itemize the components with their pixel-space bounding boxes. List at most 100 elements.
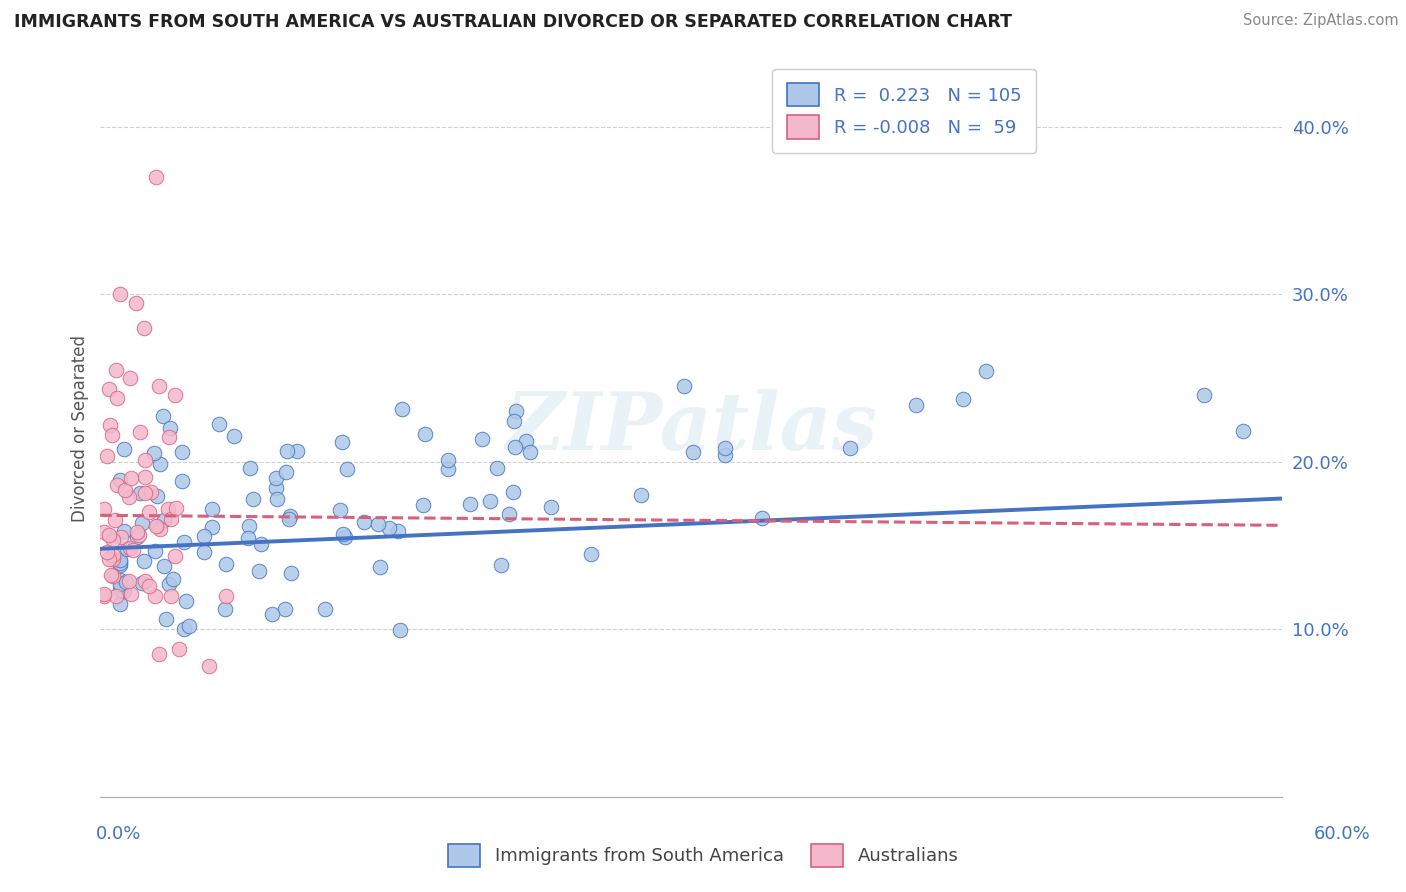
Point (145, 490, 167, 504)
Point (238, 531, 260, 545)
Point (436, 462, 458, 476)
Point (280, 566, 302, 580)
Point (108, 583, 131, 598)
Point (266, 491, 288, 506)
Point (502, 484, 524, 499)
Point (145, 589, 167, 603)
Point (149, 522, 172, 536)
Point (165, 500, 187, 515)
Point (329, 503, 352, 517)
Point (174, 594, 197, 608)
Point (479, 494, 502, 508)
Point (165, 387, 187, 401)
Point (138, 579, 160, 593)
Point (143, 446, 166, 460)
Point (108, 557, 131, 571)
Point (208, 417, 231, 431)
Point (193, 528, 215, 542)
Point (110, 530, 132, 544)
Text: 0.0%: 0.0% (96, 825, 141, 843)
Point (224, 429, 246, 443)
Point (160, 512, 183, 526)
Point (105, 391, 128, 405)
Point (277, 512, 299, 526)
Point (114, 584, 136, 599)
Point (148, 648, 170, 662)
Point (239, 460, 262, 475)
Point (120, 471, 142, 485)
Point (238, 519, 260, 533)
Point (274, 601, 297, 615)
Point (138, 505, 160, 519)
Point (132, 320, 155, 334)
Point (173, 622, 195, 636)
Point (332, 527, 354, 541)
Point (96, 450, 118, 464)
Point (540, 500, 562, 514)
Point (515, 434, 537, 449)
Point (162, 572, 184, 586)
Point (489, 558, 512, 572)
Point (193, 545, 215, 559)
Point (167, 642, 190, 657)
Text: Source: ZipAtlas.com: Source: ZipAtlas.com (1243, 13, 1399, 29)
Y-axis label: Divorced or Separated: Divorced or Separated (72, 334, 89, 522)
Point (214, 602, 236, 616)
Point (157, 429, 180, 443)
Point (108, 558, 131, 573)
Point (173, 535, 195, 549)
Point (581, 547, 603, 561)
Point (104, 589, 127, 603)
Point (287, 443, 309, 458)
Legend: Immigrants from South America, Australians: Immigrants from South America, Australia… (440, 837, 966, 874)
Point (100, 568, 122, 582)
Point (128, 486, 150, 500)
Point (952, 392, 974, 407)
Point (93, 586, 115, 600)
Point (108, 597, 131, 611)
Point (471, 433, 494, 447)
Point (97, 528, 120, 542)
Point (486, 461, 509, 475)
Point (131, 576, 153, 591)
Point (278, 508, 301, 523)
Point (367, 516, 389, 531)
Point (215, 589, 238, 603)
Point (1232, 424, 1254, 438)
Point (904, 398, 927, 412)
Point (93, 589, 115, 603)
Point (412, 498, 434, 512)
Point (112, 442, 135, 457)
Point (122, 542, 145, 557)
Point (172, 474, 194, 488)
Point (177, 619, 200, 633)
Point (630, 488, 652, 502)
Point (353, 515, 375, 529)
Point (108, 577, 131, 591)
Point (714, 448, 737, 462)
Point (247, 564, 270, 578)
Point (120, 541, 142, 555)
Point (134, 453, 156, 467)
Point (333, 530, 356, 544)
Point (976, 364, 998, 378)
Point (242, 492, 264, 507)
Point (108, 287, 131, 301)
Point (436, 452, 458, 467)
Point (336, 462, 359, 476)
Point (128, 528, 150, 542)
Point (143, 544, 166, 558)
Text: IMMIGRANTS FROM SOUTH AMERICA VS AUSTRALIAN DIVORCED OR SEPARATED CORRELATION CH: IMMIGRANTS FROM SOUTH AMERICA VS AUSTRAL… (14, 13, 1012, 31)
Point (197, 659, 219, 673)
Text: ZIPatlas: ZIPatlas (505, 390, 877, 467)
Point (264, 481, 287, 495)
Point (103, 569, 125, 583)
Point (838, 441, 860, 455)
Point (117, 574, 139, 589)
Point (145, 169, 167, 184)
Point (368, 559, 391, 574)
Point (413, 426, 436, 441)
Point (148, 379, 170, 393)
Point (378, 521, 401, 535)
Point (105, 362, 128, 376)
